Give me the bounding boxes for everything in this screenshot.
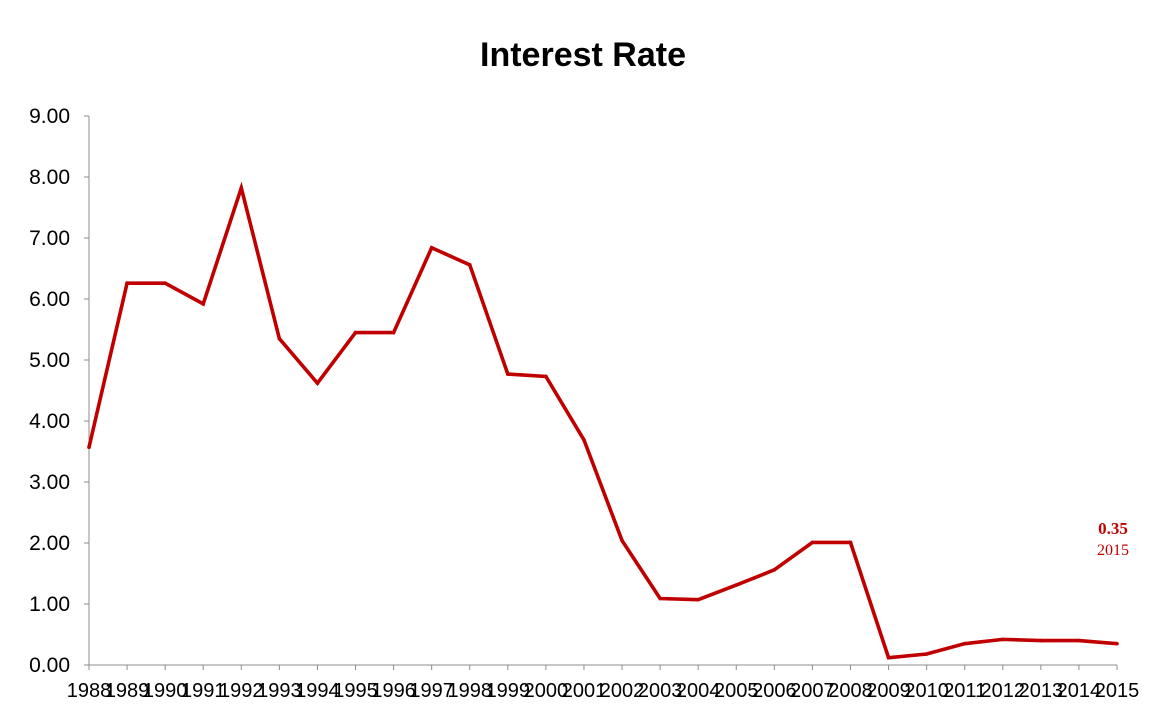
x-tick-label: 2013 <box>1019 680 1064 702</box>
y-tick-label: 3.00 <box>29 471 70 494</box>
data-point <box>467 263 472 267</box>
x-tick-label: 2011 <box>943 680 986 702</box>
x-tick-label: 1993 <box>257 680 302 702</box>
x-axis: 1988198919901991199219931994199519961997… <box>67 664 1140 702</box>
data-point <box>1115 641 1119 646</box>
data-point <box>924 652 929 656</box>
data-point <box>620 538 624 543</box>
x-tick-label: 2009 <box>866 680 911 702</box>
data-point <box>962 641 967 646</box>
data-point <box>658 596 662 601</box>
data-point <box>163 281 167 285</box>
x-tick-label: 2004 <box>676 680 721 702</box>
x-tick-label: 2014 <box>1057 680 1102 702</box>
y-axis: 0.00 1.00 2.00 3.00 4.00 5.00 6.00 7.00 8.00 9.00 <box>29 105 90 677</box>
y-tick-label: 0.00 <box>29 654 70 677</box>
data-point <box>582 438 586 442</box>
data-point <box>848 540 853 545</box>
y-tick-label: 5.00 <box>29 349 70 372</box>
annotation-label: 2015 <box>1097 542 1129 559</box>
y-tick-label: 1.00 <box>29 593 70 616</box>
data-point <box>696 597 700 602</box>
data-point <box>886 655 891 660</box>
y-tick-label: 9.00 <box>29 105 70 128</box>
x-tick-label: 1995 <box>333 680 378 702</box>
data-point <box>544 374 548 379</box>
last-value-annotation: 0.35 2015 <box>1097 519 1129 559</box>
x-tick-label: 1990 <box>143 680 188 702</box>
data-point <box>772 568 777 572</box>
y-tick-label: 4.00 <box>29 410 70 433</box>
x-tick-label: 1996 <box>371 680 416 702</box>
data-point <box>810 540 815 545</box>
x-tick-label: 2001 <box>562 680 607 702</box>
series-line <box>87 181 1118 660</box>
x-tick-label: 2008 <box>828 680 873 702</box>
y-tick-label: 7.00 <box>29 227 70 250</box>
data-point <box>201 302 206 306</box>
x-tick-label: 1992 <box>219 680 264 702</box>
x-tick-label: 2002 <box>600 680 645 702</box>
series-lines <box>87 181 1119 660</box>
data-point <box>391 330 396 335</box>
data-point <box>353 330 358 335</box>
x-tick-label: 1997 <box>409 680 454 702</box>
data-point <box>1077 638 1081 643</box>
chart-title: Interest Rate <box>480 36 686 74</box>
data-point <box>734 583 739 587</box>
data-point <box>87 445 91 450</box>
data-point <box>315 381 320 385</box>
data-point <box>239 186 244 190</box>
x-tick-label: 2005 <box>714 680 759 702</box>
x-tick-label: 2006 <box>752 680 797 702</box>
x-tick-label: 2010 <box>904 680 949 702</box>
x-tick-label: 1994 <box>295 680 340 702</box>
x-tick-label: 2000 <box>524 680 569 702</box>
data-point <box>125 281 129 285</box>
x-tick-label: 2015 <box>1095 680 1140 702</box>
x-tick-label: 1988 <box>67 680 112 702</box>
x-tick-label: 1999 <box>486 680 531 702</box>
x-tick-label: 1991 <box>181 680 226 702</box>
annotation-value: 0.35 <box>1098 519 1128 538</box>
x-tick-label: 1989 <box>105 680 150 702</box>
data-point <box>506 372 510 376</box>
data-point <box>1039 638 1043 643</box>
y-tick-label: 6.00 <box>29 288 70 311</box>
x-tick-label: 2007 <box>790 680 835 702</box>
y-tick-label: 8.00 <box>29 166 70 189</box>
data-point <box>1000 637 1005 642</box>
x-tick-label: 2012 <box>981 680 1026 702</box>
y-tick-label: 2.00 <box>29 532 70 555</box>
data-point <box>277 336 282 341</box>
x-tick-label: 1998 <box>447 680 492 702</box>
x-tick-label: 2003 <box>638 680 683 702</box>
data-point <box>429 245 434 250</box>
